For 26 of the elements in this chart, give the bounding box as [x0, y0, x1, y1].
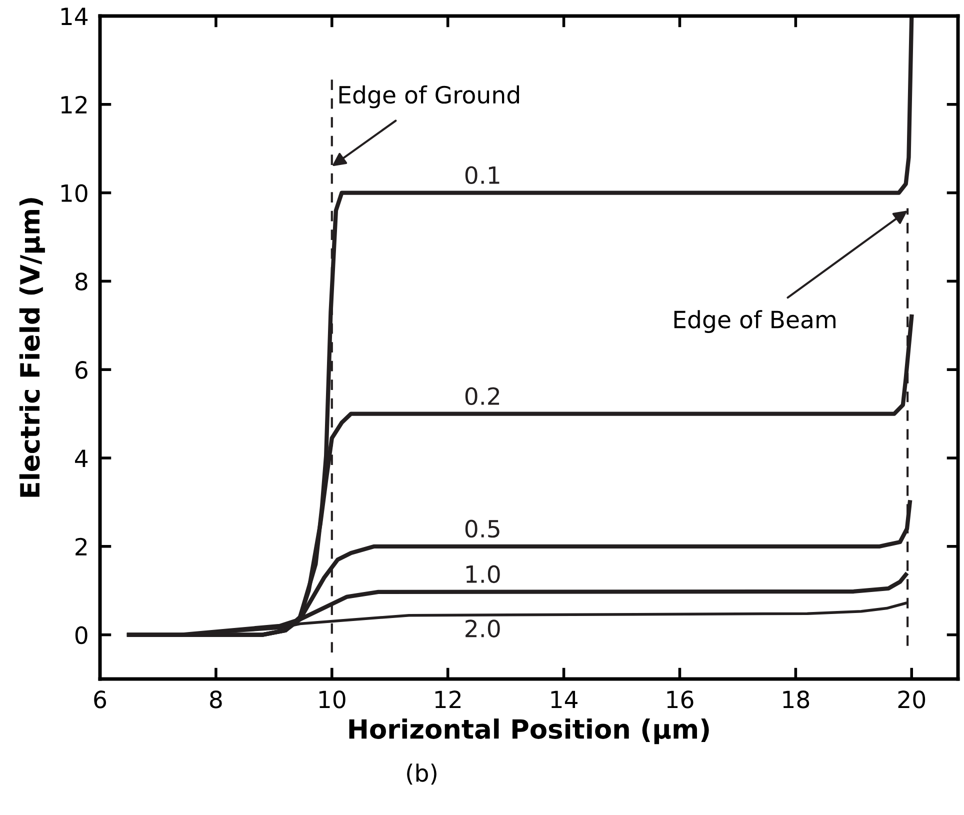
x-tick-label: 8 — [210, 690, 222, 708]
y-tick-label: 12 — [61, 96, 87, 114]
x-tick-label: 10 — [319, 690, 346, 708]
text: (b) — [407, 764, 436, 785]
y-tick-label: 4 — [75, 450, 88, 467]
series-label: 1.0 — [466, 565, 500, 584]
x-tick-label: 18 — [783, 690, 810, 708]
series-label: 0.1 — [465, 166, 500, 184]
y-tick-label: 0 — [75, 626, 88, 644]
y-tick-label: 8 — [75, 272, 88, 291]
series-label: 0.2 — [465, 387, 500, 406]
y-axis-title: Electric Field (V/μm) — [19, 198, 45, 497]
x-tick-label: 20 — [898, 690, 926, 708]
series-label: 2.0 — [466, 620, 500, 638]
y-tick-label: 10 — [61, 184, 88, 202]
y-tick-label: 6 — [76, 361, 88, 379]
y-tick-label: 2 — [76, 538, 87, 556]
x-tick-label: 6 — [94, 690, 106, 708]
x-tick-label: 14 — [551, 690, 578, 708]
x-tick-label: 12 — [435, 690, 460, 708]
x-axis-title: Horizontal Position (μm) — [349, 718, 709, 744]
x-tick-label: 16 — [667, 690, 694, 708]
y-tick-label: 14 — [61, 8, 88, 25]
annotation: Edge of Beam — [674, 310, 836, 334]
annotation: Edge of Ground — [339, 85, 519, 108]
series-label: 0.5 — [465, 520, 500, 538]
